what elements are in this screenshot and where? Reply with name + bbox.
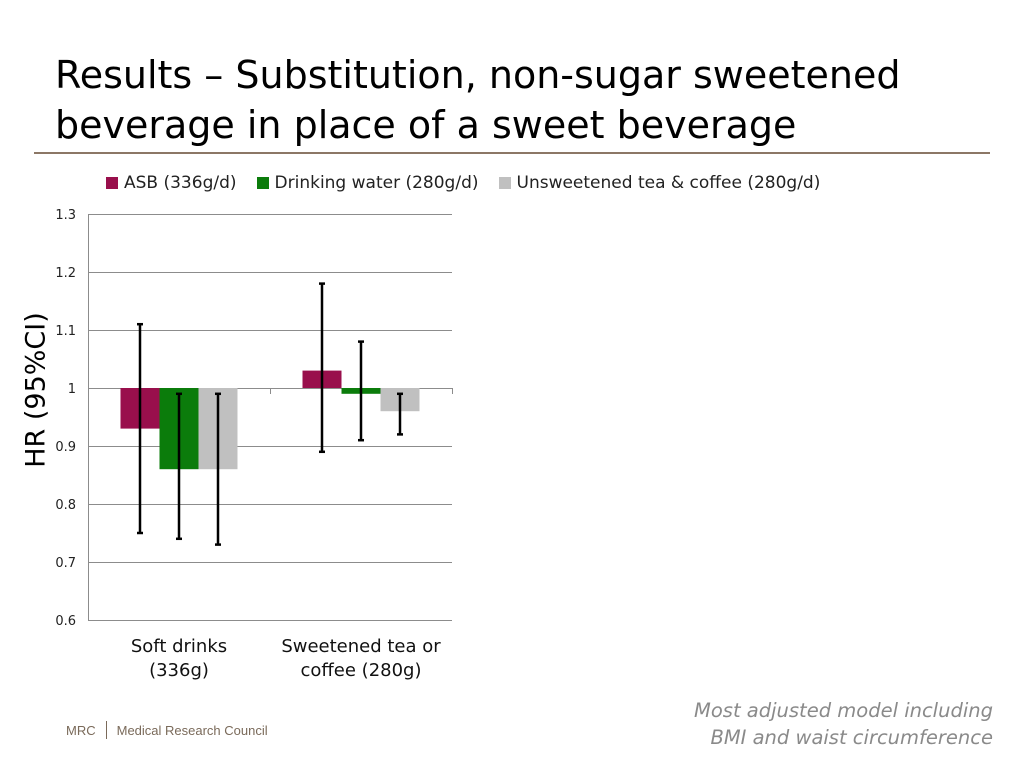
x-category-label: Sweetened tea or: [281, 636, 441, 657]
legend-item-tea-coffee: Unsweetened tea & coffee (280g/d): [498, 173, 821, 193]
x-category-label: (336g): [149, 660, 209, 681]
chart-legend: ASB (336g/d) Drinking water (280g/d) Uns…: [106, 172, 840, 194]
legend-label-asb: ASB (336g/d): [124, 173, 237, 193]
footer-separator: [105, 721, 107, 739]
model-note-line-1: Most adjusted model including: [694, 699, 993, 722]
y-tick-label: 0.9: [55, 440, 76, 455]
model-note-line-2: BMI and waist circumference: [710, 726, 993, 749]
footer-org-full: Medical Research Council: [116, 722, 268, 738]
y-tick-label: 1: [68, 382, 76, 397]
legend-swatch-asb: [106, 177, 118, 189]
y-tick-label: 1.1: [55, 324, 76, 339]
model-note: Most adjusted model including BMI and wa…: [694, 697, 993, 751]
legend-item-asb: ASB (336g/d): [106, 173, 237, 193]
x-category-label: coffee (280g): [300, 660, 421, 681]
y-tick-label: 0.6: [55, 614, 76, 629]
legend-item-water: Drinking water (280g/d): [256, 173, 479, 193]
footer-logo: MRC Medical Research Council: [66, 721, 268, 739]
legend-swatch-tea-coffee: [498, 177, 511, 189]
title-divider: [34, 152, 990, 154]
y-tick-label: 0.7: [55, 556, 76, 571]
legend-swatch-water: [256, 177, 269, 189]
legend-label-tea-coffee: Unsweetened tea & coffee (280g/d): [516, 173, 821, 193]
y-tick-label: 1.2: [55, 266, 76, 281]
footer-org-short: MRC: [66, 722, 96, 738]
legend-label-water: Drinking water (280g/d): [274, 173, 479, 193]
x-category-label: Soft drinks: [131, 636, 227, 657]
y-tick-label: 1.3: [55, 208, 76, 223]
slide-title: Results – Substitution, non-sugar sweete…: [55, 53, 901, 147]
y-tick-label: 0.8: [55, 498, 76, 513]
